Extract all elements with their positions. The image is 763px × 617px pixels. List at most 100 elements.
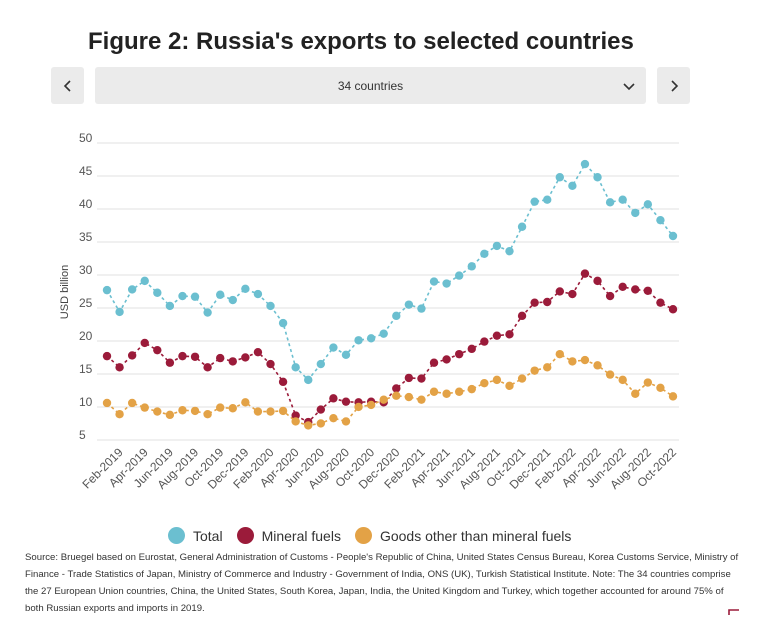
data-point-goods-Nov-2019[interactable] <box>228 404 237 413</box>
data-point-goods-May-2020[interactable] <box>304 421 313 430</box>
data-point-total-Nov-2020[interactable] <box>379 329 388 338</box>
data-point-goods-May-2022[interactable] <box>605 370 615 379</box>
data-point-goods-Jul-2019[interactable] <box>178 406 187 415</box>
data-point-mineral-fuels-Jun-2020[interactable] <box>316 405 326 414</box>
data-point-goods-Jan-2020[interactable] <box>253 407 263 416</box>
data-point-goods-Oct-2020[interactable] <box>366 400 376 410</box>
data-point-goods-Apr-2019[interactable] <box>140 403 149 412</box>
previous-button[interactable] <box>51 67 84 104</box>
data-point-goods-Apr-2021[interactable] <box>442 389 451 398</box>
data-point-total-May-2022[interactable] <box>605 198 615 207</box>
data-point-total-Jul-2019[interactable] <box>178 291 187 301</box>
data-point-mineral-fuels-May-2021[interactable] <box>454 349 464 359</box>
data-point-goods-May-2019[interactable] <box>153 407 162 416</box>
data-point-mineral-fuels-Jan-2020[interactable] <box>253 347 263 357</box>
data-point-total-Jan-2020[interactable] <box>253 289 263 299</box>
data-point-goods-Dec-2020[interactable] <box>392 391 401 400</box>
data-point-goods-Feb-2021[interactable] <box>417 395 426 404</box>
country-group-select[interactable]: 34 countries <box>95 67 646 104</box>
data-point-goods-May-2021[interactable] <box>454 387 464 396</box>
data-point-goods-Oct-2021[interactable] <box>517 374 527 383</box>
legend-item-total[interactable]: Total <box>168 527 223 544</box>
data-point-total-Nov-2019[interactable] <box>228 295 237 305</box>
data-point-total-Aug-2022[interactable] <box>643 200 653 209</box>
data-point-total-Oct-2020[interactable] <box>366 334 376 343</box>
data-point-mineral-fuels-Sep-2019[interactable] <box>203 363 212 372</box>
data-point-mineral-fuels-Aug-2019[interactable] <box>190 352 200 361</box>
data-point-goods-Mar-2020[interactable] <box>278 406 288 416</box>
data-point-goods-Jan-2019[interactable] <box>102 398 112 408</box>
data-point-goods-Sep-2022[interactable] <box>656 383 665 392</box>
data-point-goods-Feb-2019[interactable] <box>115 410 124 419</box>
data-point-mineral-fuels-Oct-2019[interactable] <box>216 353 225 363</box>
data-point-goods-Aug-2022[interactable] <box>643 378 653 387</box>
data-point-mineral-fuels-Feb-2019[interactable] <box>115 363 124 372</box>
data-point-goods-Oct-2022[interactable] <box>668 392 678 401</box>
data-point-mineral-fuels-May-2022[interactable] <box>605 291 615 301</box>
data-point-total-Dec-2020[interactable] <box>392 311 401 321</box>
data-point-total-Apr-2021[interactable] <box>442 279 451 288</box>
data-point-total-Sep-2021[interactable] <box>505 246 514 256</box>
data-point-mineral-fuels-Dec-2019[interactable] <box>241 353 250 362</box>
data-point-total-Jul-2021[interactable] <box>480 249 489 259</box>
data-point-mineral-fuels-Aug-2021[interactable] <box>492 331 502 340</box>
legend-item-goods[interactable]: Goods other than mineral fuels <box>354 527 571 544</box>
data-point-goods-Mar-2019[interactable] <box>127 398 137 408</box>
data-point-total-Mar-2022[interactable] <box>580 159 590 169</box>
data-point-mineral-fuels-Dec-2020[interactable] <box>392 384 401 393</box>
data-point-mineral-fuels-Dec-2021[interactable] <box>543 297 552 307</box>
data-point-mineral-fuels-Apr-2021[interactable] <box>442 355 451 364</box>
data-point-mineral-fuels-Apr-2020[interactable] <box>291 411 300 420</box>
data-point-mineral-fuels-Jul-2020[interactable] <box>329 394 338 403</box>
data-point-mineral-fuels-Jan-2021[interactable] <box>404 373 414 383</box>
data-point-goods-Jan-2022[interactable] <box>555 349 564 359</box>
data-point-mineral-fuels-Jan-2019[interactable] <box>102 351 112 361</box>
data-point-total-Aug-2019[interactable] <box>190 292 200 301</box>
data-point-goods-Jul-2020[interactable] <box>329 413 338 423</box>
data-point-goods-Sep-2021[interactable] <box>505 381 514 391</box>
data-point-total-Dec-2019[interactable] <box>241 284 250 293</box>
data-point-total-Apr-2022[interactable] <box>593 173 602 182</box>
data-point-total-Feb-2021[interactable] <box>417 304 426 313</box>
data-point-total-Feb-2020[interactable] <box>266 301 275 311</box>
data-point-total-Mar-2021[interactable] <box>429 277 439 286</box>
data-point-mineral-fuels-Feb-2022[interactable] <box>568 289 577 299</box>
data-point-total-Jul-2020[interactable] <box>329 343 338 352</box>
data-point-mineral-fuels-Apr-2022[interactable] <box>593 276 602 286</box>
data-point-mineral-fuels-Apr-2019[interactable] <box>140 338 149 348</box>
data-point-mineral-fuels-Jun-2021[interactable] <box>467 344 476 354</box>
data-point-mineral-fuels-Sep-2021[interactable] <box>505 330 514 339</box>
data-point-total-Mar-2019[interactable] <box>127 285 137 294</box>
data-point-total-May-2020[interactable] <box>304 375 313 385</box>
data-point-total-Apr-2019[interactable] <box>140 276 149 286</box>
data-point-total-Sep-2019[interactable] <box>203 308 212 317</box>
data-point-goods-Aug-2019[interactable] <box>190 406 200 416</box>
data-point-goods-Feb-2022[interactable] <box>568 357 577 366</box>
data-point-total-Mar-2020[interactable] <box>278 318 288 328</box>
data-point-total-Feb-2022[interactable] <box>568 181 577 191</box>
data-point-goods-Jun-2022[interactable] <box>618 375 627 385</box>
data-point-mineral-fuels-Jul-2022[interactable] <box>631 285 640 294</box>
legend-item-mineral-fuels[interactable]: Mineral fuels <box>236 527 341 544</box>
data-point-goods-Apr-2020[interactable] <box>291 417 300 426</box>
data-point-total-Aug-2021[interactable] <box>492 241 502 251</box>
data-point-goods-Jul-2022[interactable] <box>631 389 640 398</box>
data-point-mineral-fuels-Mar-2021[interactable] <box>429 358 439 367</box>
data-point-mineral-fuels-Jul-2019[interactable] <box>178 351 187 361</box>
data-point-mineral-fuels-Aug-2022[interactable] <box>643 286 653 295</box>
data-point-total-Oct-2021[interactable] <box>517 222 527 231</box>
data-point-mineral-fuels-Sep-2022[interactable] <box>656 298 665 307</box>
data-point-goods-Jun-2020[interactable] <box>316 419 326 428</box>
data-point-goods-Feb-2020[interactable] <box>266 407 275 416</box>
data-point-total-Jan-2021[interactable] <box>404 300 414 309</box>
data-point-goods-Aug-2021[interactable] <box>492 375 502 385</box>
data-point-total-May-2021[interactable] <box>454 271 464 280</box>
data-point-total-Aug-2020[interactable] <box>341 350 351 359</box>
data-point-mineral-fuels-Oct-2022[interactable] <box>668 305 678 314</box>
data-point-mineral-fuels-Mar-2020[interactable] <box>278 377 288 387</box>
data-point-goods-Jun-2019[interactable] <box>165 410 175 420</box>
data-point-total-Oct-2019[interactable] <box>216 290 225 299</box>
data-point-mineral-fuels-Mar-2022[interactable] <box>580 269 590 278</box>
data-point-goods-Nov-2020[interactable] <box>379 395 388 404</box>
data-point-mineral-fuels-Feb-2021[interactable] <box>417 374 426 383</box>
